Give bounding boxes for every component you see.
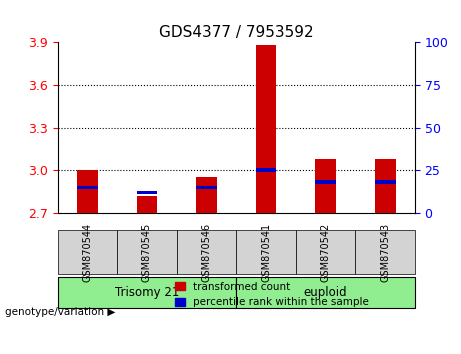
FancyBboxPatch shape — [296, 230, 355, 274]
Bar — [315, 159, 336, 213]
Bar — [196, 185, 217, 189]
FancyBboxPatch shape — [355, 230, 415, 274]
Text: euploid: euploid — [304, 286, 348, 299]
Bar — [255, 169, 277, 172]
Text: GSM870542: GSM870542 — [320, 222, 331, 282]
Text: GSM870541: GSM870541 — [261, 223, 271, 282]
Bar — [136, 190, 157, 194]
Bar — [315, 181, 336, 184]
Bar — [136, 196, 157, 213]
FancyBboxPatch shape — [58, 230, 117, 274]
FancyBboxPatch shape — [236, 230, 296, 274]
FancyBboxPatch shape — [58, 277, 236, 308]
Title: GDS4377 / 7953592: GDS4377 / 7953592 — [159, 25, 313, 40]
Bar — [375, 159, 396, 213]
Text: GSM870546: GSM870546 — [201, 223, 212, 282]
Text: GSM870543: GSM870543 — [380, 223, 390, 282]
Text: Trisomy 21: Trisomy 21 — [115, 286, 179, 299]
Bar — [196, 177, 217, 213]
Text: GSM870545: GSM870545 — [142, 222, 152, 282]
Text: genotype/variation ▶: genotype/variation ▶ — [5, 307, 115, 316]
Bar — [375, 181, 396, 184]
FancyBboxPatch shape — [117, 230, 177, 274]
Legend: transformed count, percentile rank within the sample: transformed count, percentile rank withi… — [171, 278, 373, 312]
Bar — [77, 170, 98, 213]
FancyBboxPatch shape — [236, 277, 415, 308]
Bar — [255, 45, 277, 213]
FancyBboxPatch shape — [177, 230, 236, 274]
Bar — [77, 185, 98, 189]
Text: GSM870544: GSM870544 — [83, 223, 92, 282]
